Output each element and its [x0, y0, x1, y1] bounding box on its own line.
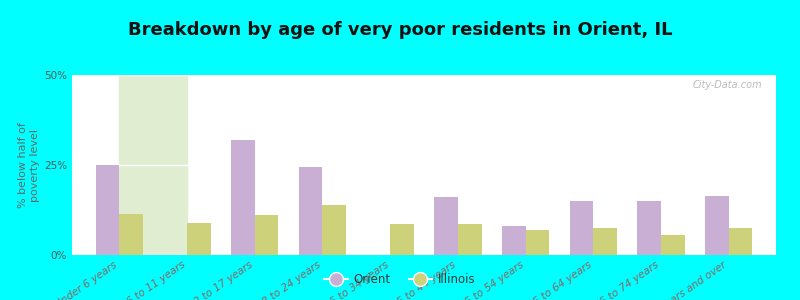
- Bar: [187, 223, 210, 255]
- Bar: [322, 205, 346, 255]
- Text: Breakdown by age of very poor residents in Orient, IL: Breakdown by age of very poor residents …: [128, 21, 672, 39]
- Y-axis label: % below half of
poverty level: % below half of poverty level: [18, 122, 40, 208]
- Bar: [119, 165, 187, 255]
- Bar: [526, 230, 550, 255]
- Legend: Orient, Illinois: Orient, Illinois: [319, 269, 481, 291]
- Bar: [390, 224, 414, 255]
- Bar: [254, 215, 278, 255]
- Bar: [119, 214, 143, 255]
- Bar: [570, 201, 594, 255]
- Bar: [705, 196, 729, 255]
- Text: City-Data.com: City-Data.com: [692, 80, 762, 90]
- Bar: [119, 0, 187, 75]
- Bar: [594, 228, 617, 255]
- Bar: [661, 235, 685, 255]
- Bar: [298, 167, 322, 255]
- Bar: [458, 224, 482, 255]
- Bar: [434, 197, 458, 255]
- Bar: [729, 228, 752, 255]
- Bar: [231, 140, 254, 255]
- Bar: [502, 226, 526, 255]
- Bar: [96, 165, 119, 255]
- Bar: [119, 75, 187, 165]
- Bar: [638, 201, 661, 255]
